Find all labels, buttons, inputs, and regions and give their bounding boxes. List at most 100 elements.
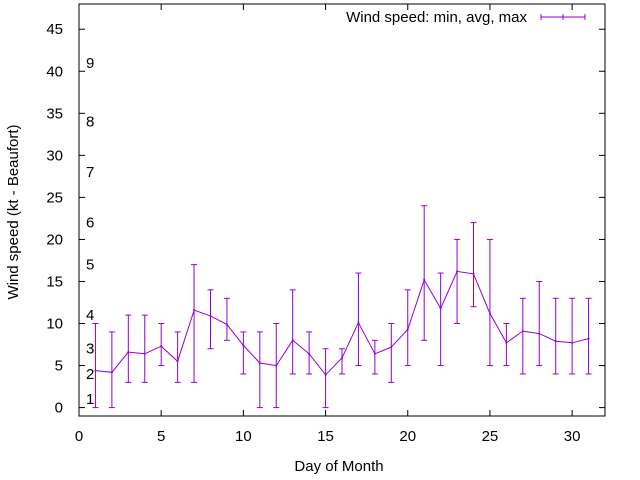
data-point — [143, 352, 146, 355]
error-bar — [536, 280, 543, 367]
plot-border — [78, 3, 606, 417]
data-point — [242, 344, 245, 347]
error-bar — [174, 331, 181, 383]
error-bar — [552, 297, 559, 375]
error-bar — [223, 297, 230, 341]
error-bar — [503, 323, 510, 367]
error-bar — [158, 323, 165, 367]
data-point — [357, 321, 360, 324]
y-tick-label: 10 — [46, 316, 63, 333]
data-point — [587, 337, 590, 340]
error-bar — [404, 289, 411, 367]
data-point — [423, 278, 426, 281]
error-bar — [355, 272, 362, 367]
beaufort-label: 8 — [86, 114, 94, 131]
data-point — [373, 352, 376, 355]
data-point — [554, 340, 557, 343]
x-tick-label: 15 — [317, 428, 334, 445]
data-point — [209, 314, 212, 317]
data-point — [406, 328, 409, 331]
data-point — [160, 345, 163, 348]
error-bar — [289, 289, 296, 375]
error-bar — [240, 331, 247, 375]
error-bar — [125, 314, 132, 383]
beaufort-label: 3 — [86, 341, 94, 358]
data-point — [390, 346, 393, 349]
data-point — [538, 332, 541, 335]
x-tick-label: 5 — [157, 428, 165, 445]
error-bar — [207, 289, 214, 350]
data-point — [110, 371, 113, 374]
data-point — [94, 369, 97, 372]
beaufort-scale: 1 2 3 4 5 6 7 8 9 — [86, 55, 94, 408]
y-tick-label: 30 — [46, 147, 63, 164]
data-point — [521, 330, 524, 333]
beaufort-label: 6 — [86, 215, 94, 232]
y-axis-title: Wind speed (kt - Beaufort) — [5, 124, 22, 299]
series-layer — [92, 205, 592, 409]
data-point — [176, 360, 179, 363]
beaufort-label: 5 — [86, 257, 94, 274]
data-point — [472, 272, 475, 275]
beaufort-label: 1 — [86, 391, 94, 408]
error-bar — [306, 331, 313, 375]
error-bar — [569, 297, 576, 375]
error-bar — [256, 331, 263, 409]
y-tick-label: 35 — [46, 105, 63, 122]
x-axis: 0 5 10 15 20 25 30 — [75, 4, 581, 445]
data-point — [275, 364, 278, 367]
data-point — [193, 309, 196, 312]
beaufort-label: 9 — [86, 55, 94, 72]
y-tick-label: 15 — [46, 273, 63, 290]
y-tick-label: 40 — [46, 63, 63, 80]
y-tick-label: 5 — [55, 358, 63, 375]
beaufort-label: 7 — [86, 164, 94, 181]
legend-sample — [540, 14, 586, 20]
x-tick-label: 20 — [399, 428, 416, 445]
error-bar — [486, 238, 493, 367]
y-tick-label: 20 — [46, 231, 63, 248]
error-bar — [454, 238, 461, 325]
error-bar — [191, 264, 198, 383]
beaufort-label: 4 — [86, 307, 94, 324]
error-bar — [519, 297, 526, 375]
plot-frame — [78, 3, 606, 417]
error-bar — [437, 272, 444, 367]
data-point — [225, 323, 228, 326]
error-bar — [371, 339, 378, 375]
error-bar — [339, 348, 345, 375]
error-bar — [92, 323, 99, 409]
beaufort-label: 2 — [86, 366, 94, 383]
data-point — [308, 352, 311, 355]
x-tick-label: 10 — [235, 428, 252, 445]
legend-label: Wind speed: min, avg, max — [346, 9, 527, 26]
error-bar — [273, 323, 280, 409]
y-tick-label: 0 — [55, 400, 63, 417]
y-tick-label: 45 — [46, 21, 63, 38]
x-tick-label: 25 — [482, 428, 499, 445]
data-point — [439, 307, 442, 310]
data-point — [456, 270, 459, 273]
x-tick-label: 0 — [75, 428, 83, 445]
data-point — [127, 351, 130, 354]
data-point — [291, 339, 294, 342]
error-bar — [421, 205, 428, 341]
error-bar — [108, 331, 115, 409]
data-point — [571, 341, 574, 344]
error-bar — [388, 323, 395, 383]
error-bar — [322, 348, 329, 409]
data-point — [341, 356, 343, 359]
y-tick-label: 25 — [46, 189, 63, 206]
data-point — [324, 373, 327, 376]
data-point — [258, 362, 261, 365]
x-axis-title: Day of Month — [294, 458, 383, 475]
x-tick-label: 30 — [564, 428, 581, 445]
error-bar — [141, 314, 148, 383]
error-bar — [470, 222, 477, 308]
data-point — [488, 312, 491, 315]
error-bar — [585, 297, 592, 375]
data-point — [505, 341, 508, 344]
legend: Wind speed: min, avg, max — [346, 9, 586, 26]
